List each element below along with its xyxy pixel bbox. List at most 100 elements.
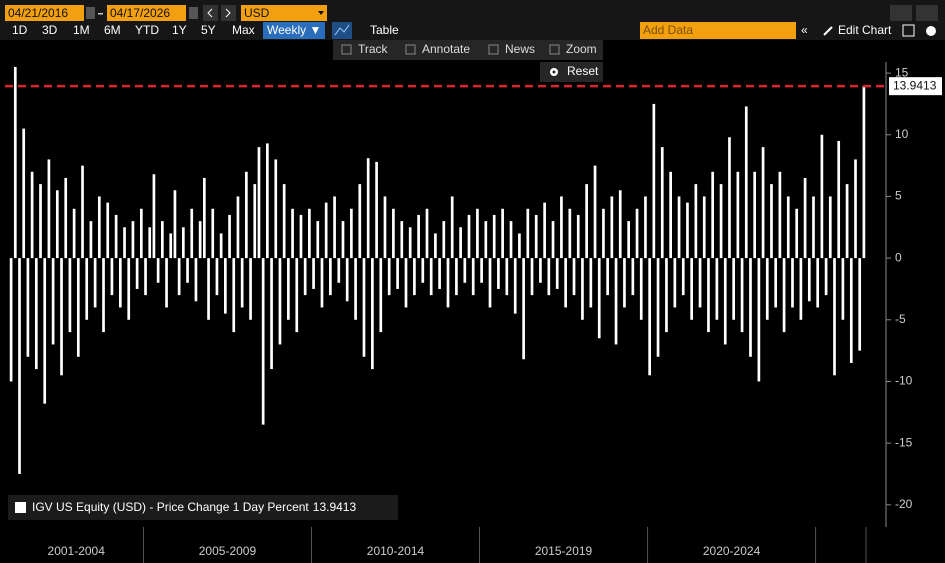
plot: 15 10 5 0 -5 -10 -15 -20 2001-2004 2005-2009 2010-… [0, 62, 945, 563]
bar [791, 258, 794, 308]
range-button[interactable]: Max [232, 23, 255, 37]
bar [89, 221, 93, 259]
add-data-field[interactable] [640, 22, 796, 39]
bar [144, 258, 147, 296]
undo-button[interactable] [890, 5, 912, 21]
bar [799, 258, 803, 320]
tool-button[interactable]: Zoom [566, 42, 597, 56]
prev-button[interactable] [203, 5, 218, 21]
range-button[interactable]: 6M [104, 23, 121, 37]
bar [253, 184, 257, 259]
calendar-icon[interactable] [189, 7, 198, 19]
bar [400, 221, 404, 259]
range-button[interactable]: 5Y [201, 23, 216, 37]
bar [379, 258, 383, 333]
range-button[interactable]: YTD [135, 23, 159, 37]
bar [455, 258, 458, 296]
bar [169, 233, 173, 259]
start-date: 04/21/2016 [8, 6, 68, 20]
bar [47, 159, 51, 259]
bar [139, 208, 143, 259]
x-axis-bg [0, 527, 945, 563]
gear-icon[interactable] [926, 26, 936, 36]
collapse-icon[interactable]: « [801, 23, 808, 37]
range-button[interactable]: 1Y [172, 23, 187, 37]
chart-icon [334, 24, 350, 36]
bar [497, 258, 500, 289]
table-button[interactable]: Table [370, 23, 399, 37]
bar [215, 258, 219, 296]
bar [211, 208, 215, 259]
bar [320, 258, 324, 308]
bar [274, 159, 278, 259]
bar [22, 128, 26, 259]
bar [568, 208, 572, 259]
bar [396, 258, 399, 289]
tool-icon [341, 44, 352, 55]
bar [194, 258, 198, 302]
bar [564, 258, 567, 308]
bar [438, 258, 441, 289]
bar [295, 258, 299, 333]
bar [589, 258, 593, 308]
bar [55, 190, 59, 259]
settings-icon[interactable] [902, 24, 915, 37]
bar [770, 184, 773, 259]
y-tick-label: 5 [895, 189, 902, 203]
reset-button[interactable] [540, 62, 603, 82]
end-date-field[interactable] [107, 5, 186, 21]
bar [467, 214, 471, 259]
bar [266, 143, 269, 259]
tool-button[interactable]: Annotate [422, 42, 470, 56]
bar [358, 184, 362, 259]
bar [118, 258, 122, 308]
bar [203, 177, 206, 259]
bar [715, 258, 719, 320]
bar [371, 258, 374, 370]
bar [639, 258, 643, 320]
bar [459, 227, 462, 259]
bar [299, 214, 303, 259]
bar [782, 258, 786, 333]
bar [744, 106, 748, 259]
bar [534, 214, 538, 259]
bar [383, 196, 387, 259]
redo-button[interactable] [916, 5, 938, 21]
x-period-label: 2010-2014 [367, 544, 425, 558]
tool-button[interactable]: News [505, 42, 535, 56]
bar [198, 221, 202, 259]
y-tick-label: -15 [895, 435, 913, 449]
bar [97, 196, 101, 259]
range-button[interactable]: 3D [42, 23, 58, 37]
next-button[interactable] [221, 5, 236, 21]
bar [9, 258, 13, 382]
range-button[interactable]: 1M [73, 23, 90, 37]
bar [702, 196, 706, 259]
bar [631, 258, 635, 296]
reset-icon-dot [552, 70, 556, 74]
bar [434, 233, 437, 259]
bar [572, 258, 576, 296]
bar [85, 258, 89, 320]
bar [287, 258, 290, 320]
currency-field[interactable] [241, 5, 327, 21]
bar [576, 214, 580, 259]
bar [560, 196, 563, 259]
frequency-button[interactable] [263, 22, 325, 39]
bar [858, 258, 862, 351]
bar [152, 174, 156, 259]
start-date-field[interactable] [5, 5, 84, 21]
bar [245, 171, 248, 259]
bar [350, 208, 353, 259]
bar [656, 258, 660, 357]
calendar-icon[interactable] [86, 7, 95, 19]
range-button[interactable]: 1D [12, 23, 28, 37]
x-period-label: 2001-2004 [48, 544, 106, 558]
bar [820, 134, 824, 259]
edit-chart[interactable]: Edit Chart [838, 23, 892, 37]
tool-button[interactable]: Track [358, 42, 389, 56]
y-tick-label: -5 [895, 312, 906, 326]
bar [660, 147, 664, 259]
bar [72, 208, 76, 259]
